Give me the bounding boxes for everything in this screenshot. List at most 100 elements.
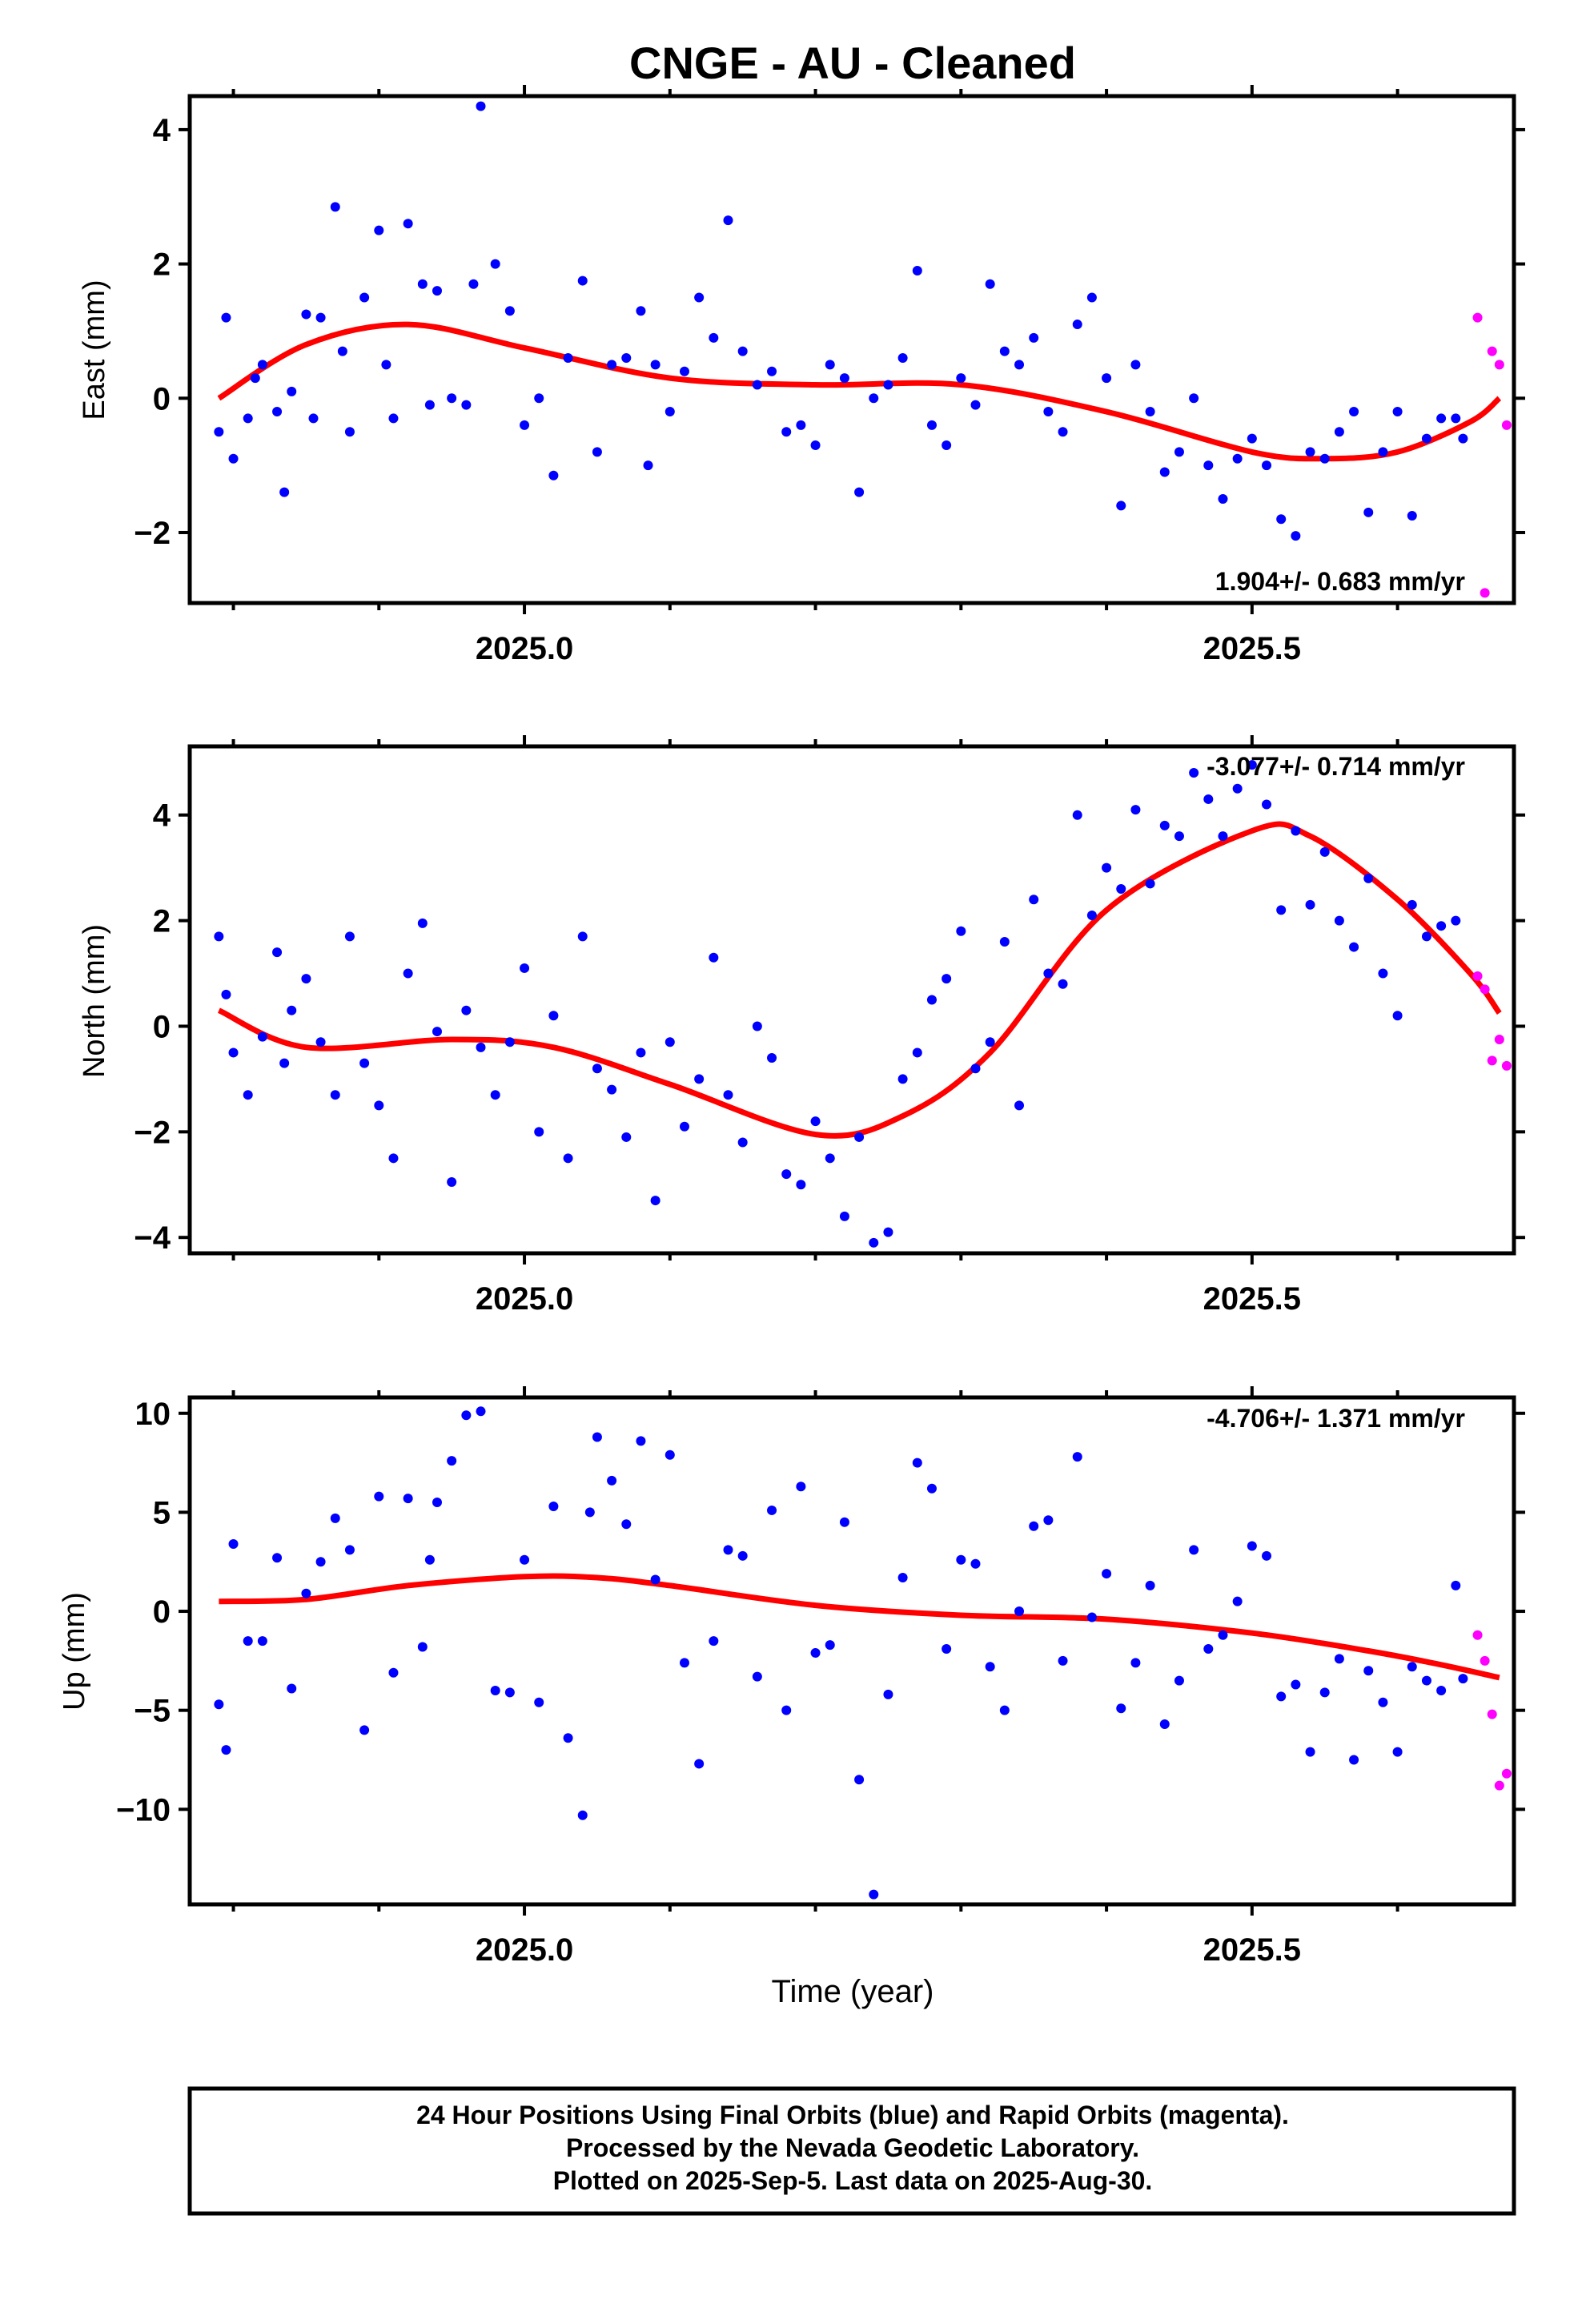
up-final-point-58 (1014, 1606, 1025, 1617)
north-final-point-56 (999, 936, 1010, 947)
east-final-point-33 (577, 275, 588, 286)
y-tick-label-east-2: 2 (153, 247, 171, 283)
up-final-point-54 (956, 1554, 966, 1565)
east-final-point-67 (1058, 427, 1068, 437)
north-final-point-12 (359, 1058, 370, 1068)
up-rapid-point-1 (1480, 1655, 1490, 1666)
up-final-point-26 (563, 1733, 573, 1743)
footer-line-3: Plotted on 2025-Sep-5. Last data on 2025… (553, 2166, 1153, 2195)
east-final-point-1 (221, 312, 231, 323)
east-final-point-49 (796, 420, 806, 430)
footer-line-1: 24 Hour Positions Using Final Orbits (bl… (416, 2101, 1289, 2129)
north-final-point-54 (970, 1063, 981, 1074)
north-final-point-11 (344, 931, 355, 942)
footer-line-2: Processed by the Nevada Geodetic Laborat… (566, 2133, 1139, 2162)
east-final-point-55 (883, 380, 893, 390)
east-final-point-28 (504, 306, 515, 316)
east-final-point-61 (970, 400, 981, 410)
north-final-point-50 (912, 1047, 922, 1058)
y-tick-label-north-2: 0 (153, 1009, 171, 1044)
y-axis-label-up: Up (mm) (58, 1592, 91, 1711)
north-final-point-87 (1451, 915, 1461, 926)
east-final-point-64 (1014, 360, 1025, 370)
north-final-point-22 (504, 1037, 515, 1047)
east-final-point-94 (1451, 413, 1461, 424)
east-final-point-8 (287, 386, 297, 396)
up-final-point-47 (854, 1775, 865, 1785)
east-final-point-4 (250, 373, 260, 384)
footer-caption: 24 Hour Positions Using Final Orbits (bl… (187, 2086, 1516, 2216)
north-final-point-2 (228, 1047, 239, 1058)
east-final-point-81 (1262, 460, 1272, 471)
up-final-point-74 (1247, 1541, 1257, 1551)
footer-frame (187, 2086, 1516, 2216)
up-final-point-81 (1349, 1755, 1359, 1765)
east-final-point-53 (854, 487, 865, 497)
north-final-point-34 (679, 1121, 689, 1132)
east-final-point-21 (424, 400, 435, 410)
north-final-point-20 (476, 1042, 486, 1052)
north-final-point-19 (461, 1005, 472, 1015)
north-final-point-70 (1203, 794, 1214, 804)
x-ticks-up: 2025.0 2025.5 (231, 1386, 1399, 1968)
east-final-point-12 (330, 202, 340, 212)
x-tick-label-east-0: 2025.0 (476, 631, 573, 666)
east-final-point-31 (548, 470, 559, 480)
up-final-point-44 (810, 1647, 821, 1658)
up-final-point-78 (1305, 1747, 1315, 1757)
north-rapid-point-3 (1494, 1034, 1504, 1044)
east-final-point-92 (1421, 433, 1431, 444)
east-final-point-40 (665, 407, 675, 417)
east-final-point-51 (825, 360, 835, 370)
east-final-point-47 (767, 366, 777, 376)
x-tick-label-east-1: 2025.5 (1203, 631, 1301, 666)
y-tick-label-north-4: 4 (153, 798, 171, 834)
up-final-point-30 (607, 1475, 617, 1486)
north-final-point-5 (272, 947, 283, 958)
north-final-point-33 (665, 1037, 675, 1047)
up-final-point-76 (1276, 1691, 1287, 1702)
up-final-point-42 (781, 1705, 792, 1715)
north-final-point-49 (897, 1074, 908, 1084)
up-final-point-87 (1436, 1685, 1447, 1695)
y-ticks-north: −4 −2 0 2 4 (134, 798, 1525, 1256)
north-final-point-63 (1102, 862, 1112, 873)
north-final-point-73 (1247, 760, 1257, 770)
north-final-point-48 (883, 1227, 893, 1237)
up-final-point-40 (752, 1671, 762, 1682)
east-final-point-82 (1276, 514, 1287, 525)
up-final-point-19 (461, 1410, 472, 1421)
up-final-point-27 (577, 1810, 588, 1820)
north-final-point-3 (243, 1090, 253, 1100)
north-final-point-53 (956, 926, 966, 936)
north-final-point-27 (577, 931, 588, 942)
east-final-point-14 (344, 427, 355, 437)
north-final-point-16 (417, 918, 428, 928)
north-final-point-28 (592, 1063, 602, 1074)
east-final-point-19 (403, 219, 413, 229)
north-final-point-45 (839, 1211, 849, 1221)
north-final-point-6 (279, 1058, 290, 1068)
east-final-point-90 (1392, 407, 1403, 417)
up-final-point-68 (1159, 1719, 1170, 1729)
east-final-point-25 (468, 279, 479, 289)
east-final-point-10 (308, 413, 319, 424)
north-rapid-point-2 (1487, 1055, 1497, 1066)
panel-north: −4 −2 0 2 4 2025.0 2025.5 North (mm) -3.077+/… (78, 735, 1525, 1317)
east-final-point-38 (643, 460, 653, 471)
rate-label-east: 1.904+/- 0.683 mm/yr (1215, 567, 1465, 596)
y-tick-label-north-3: 2 (153, 904, 171, 939)
east-rapid-point-2 (1487, 346, 1497, 356)
up-final-point-56 (985, 1662, 995, 1672)
east-final-point-65 (1029, 332, 1039, 343)
up-final-point-9 (330, 1513, 340, 1523)
up-final-point-84 (1392, 1747, 1403, 1757)
east-final-point-84 (1305, 447, 1315, 457)
east-final-point-29 (520, 420, 530, 430)
east-final-point-87 (1349, 407, 1359, 417)
up-final-point-14 (403, 1494, 413, 1504)
east-final-point-2 (228, 453, 239, 464)
east-final-point-78 (1218, 494, 1228, 505)
north-final-point-25 (548, 1011, 559, 1021)
up-final-point-15 (417, 1642, 428, 1652)
